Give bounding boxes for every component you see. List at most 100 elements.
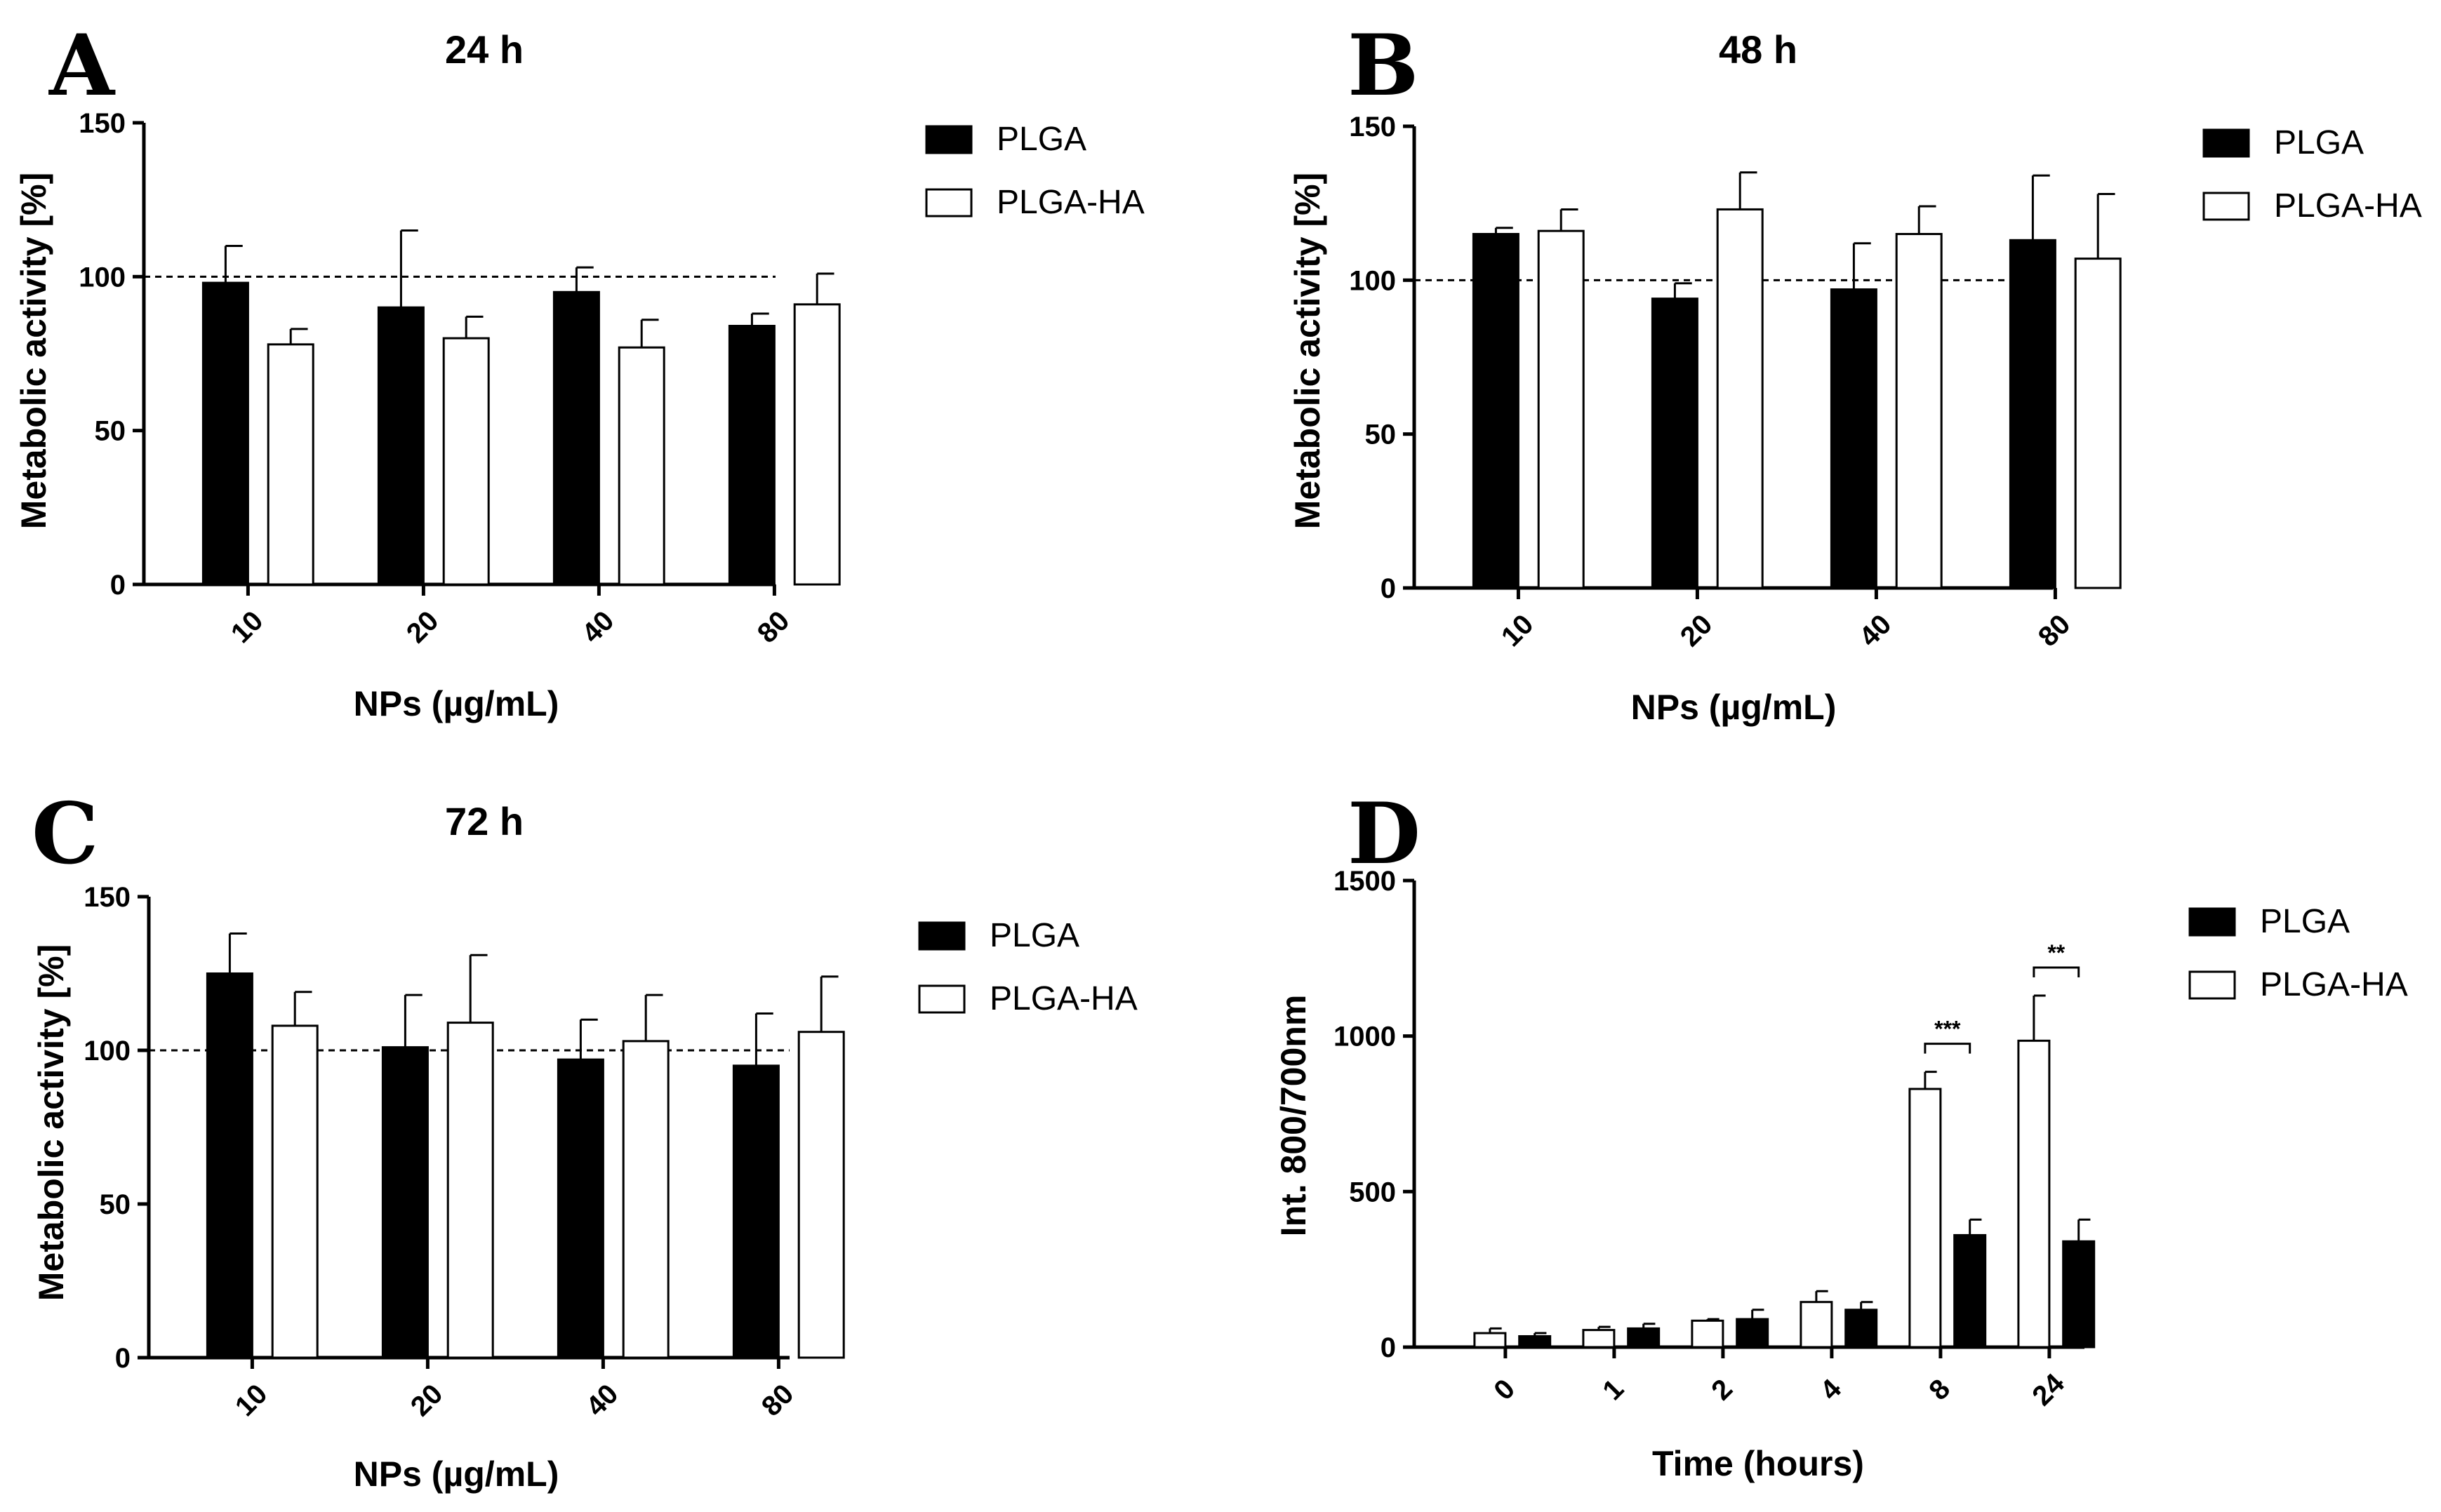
bar-plga-20 (381, 1046, 429, 1359)
legend-label-plga-ha: PLGA-HA (2274, 187, 2422, 225)
y-tick-label: 0 (110, 570, 126, 601)
chart-title: 72 h (445, 799, 524, 843)
bar-plga-ha-40 (622, 1040, 670, 1359)
panel-letter: C (32, 784, 99, 883)
x-tick-label: 80 (752, 606, 796, 650)
bar-plga-ha-2 (1691, 1319, 1724, 1349)
bar-plga-ha-80 (2074, 257, 2122, 589)
x-axis-label: NPs (µg/mL) (354, 684, 559, 723)
significance-label: ** (2047, 940, 2065, 965)
bar-plga-ha-20 (446, 1022, 494, 1359)
bar-plga-ha-40 (1895, 233, 1943, 589)
bar-plga-0 (1518, 1334, 1552, 1349)
bar-plga-80 (2009, 239, 2056, 589)
bar-plga-ha-8 (1908, 1088, 1942, 1349)
y-tick-label: 150 (1349, 112, 1396, 142)
bar-plga-10 (1472, 233, 1519, 589)
bar-plga-10 (206, 972, 253, 1359)
legend-swatch-plga (918, 921, 966, 951)
panel-letter: B (1348, 16, 1418, 115)
legend-label-plga: PLGA (990, 917, 1079, 954)
legend-swatch-plga (2188, 907, 2236, 937)
x-tick-label: 4 (1814, 1373, 1847, 1406)
panel-letter: A (48, 16, 116, 115)
bar-plga-ha-80 (793, 303, 841, 586)
x-tick-label: 20 (405, 1379, 449, 1423)
bar-plga-20 (377, 306, 425, 586)
x-tick-label: 10 (230, 1379, 274, 1423)
y-tick-label: 100 (1349, 265, 1396, 296)
x-tick-label: 10 (1496, 609, 1540, 653)
legend-swatch-plga (925, 125, 973, 154)
bar-plga-ha-10 (1537, 229, 1585, 589)
bar-plga-40 (1830, 288, 1877, 589)
chart-title: 48 h (1719, 27, 1797, 72)
y-tick-label: 50 (100, 1189, 131, 1220)
panel-letter: D (1348, 784, 1421, 883)
bar-plga-80 (732, 1064, 780, 1359)
bar-plga-40 (552, 290, 600, 586)
bar-plga-ha-10 (267, 343, 314, 586)
x-tick-label: 40 (1854, 609, 1898, 653)
x-tick-label: 80 (756, 1379, 800, 1423)
x-tick-label: 10 (225, 606, 270, 650)
x-tick-label: 40 (576, 606, 620, 650)
y-tick-label: 1500 (1333, 866, 1396, 897)
x-tick-label: 0 (1488, 1373, 1521, 1406)
y-axis-label: Metabolic activity [%] (1288, 173, 1327, 529)
y-tick-label: 100 (84, 1036, 131, 1066)
chart-panel-b: B 48 h 0 50 100 150 10 20 40 80 NPs (µg/mL) Metabol… (1288, 16, 2422, 727)
x-tick-label: 20 (1675, 609, 1719, 653)
y-tick-label: 50 (95, 416, 126, 447)
chart-panel-a: A 24 h 0 50 100 150 10 20 40 80 NPs (µg/mL) Metabol… (14, 16, 1145, 723)
legend-label-plga: PLGA (2260, 903, 2350, 940)
legend-swatch-plga (2202, 128, 2250, 158)
bar-plga-ha-20 (1716, 208, 1764, 589)
y-tick-label: 150 (84, 882, 131, 913)
significance-label: *** (1934, 1017, 1961, 1042)
x-tick-label: 1 (1597, 1373, 1630, 1406)
bar-plga-24 (2062, 1240, 2096, 1349)
x-axis-label: Time (hours) (1652, 1444, 1864, 1483)
significance-bracket (2033, 966, 2080, 978)
bar-plga-ha-80 (797, 1031, 845, 1359)
y-tick-label: 1000 (1333, 1022, 1396, 1052)
legend-swatch-plga-ha (918, 984, 966, 1014)
y-tick-label: 500 (1349, 1177, 1396, 1207)
chart-panel-c: C 72 h 0 50 100 150 10 20 40 80 NPs (µg/mL) Metabol… (32, 784, 1138, 1494)
bar-plga-ha-24 (2017, 1039, 2051, 1349)
bar-plga-ha-1 (1582, 1329, 1616, 1349)
x-tick-label: 80 (2033, 609, 2077, 653)
x-tick-label: 20 (401, 606, 445, 650)
x-axis-label: NPs (µg/mL) (1631, 688, 1837, 727)
bar-plga-8 (1953, 1233, 1987, 1349)
bar-plga-1 (1627, 1327, 1661, 1349)
y-axis-label: Metabolic activity [%] (14, 173, 53, 529)
bar-plga-ha-20 (442, 337, 490, 586)
x-tick-label: 40 (580, 1379, 625, 1423)
legend-label-plga-ha: PLGA-HA (990, 980, 1138, 1017)
legend-label-plga: PLGA (2274, 124, 2364, 161)
bar-plga-10 (201, 281, 249, 586)
bar-plga-80 (728, 325, 776, 586)
bar-plga-ha-40 (618, 346, 665, 586)
legend-swatch-plga-ha (2188, 970, 2236, 1000)
x-tick-label: 8 (1923, 1373, 1956, 1406)
y-tick-label: 150 (79, 108, 126, 139)
x-tick-label: 2 (1705, 1373, 1738, 1406)
y-tick-label: 50 (1365, 420, 1397, 450)
chart-title: 24 h (445, 27, 524, 72)
legend-swatch-plga-ha (2202, 192, 2250, 221)
y-axis-label: Metabolic activity [%] (32, 944, 71, 1301)
legend-label-plga: PLGA (997, 121, 1086, 158)
significance-bracket (1924, 1043, 1971, 1054)
legend-label-plga-ha: PLGA-HA (997, 184, 1145, 221)
bar-plga-2 (1736, 1318, 1769, 1349)
x-axis-label: NPs (µg/mL) (354, 1454, 559, 1494)
y-tick-label: 0 (1381, 573, 1396, 604)
bar-plga-ha-4 (1800, 1301, 1833, 1349)
legend-swatch-plga-ha (925, 188, 973, 218)
legend-label-plga-ha: PLGA-HA (2260, 966, 2408, 1003)
bar-plga-ha-0 (1473, 1332, 1507, 1349)
